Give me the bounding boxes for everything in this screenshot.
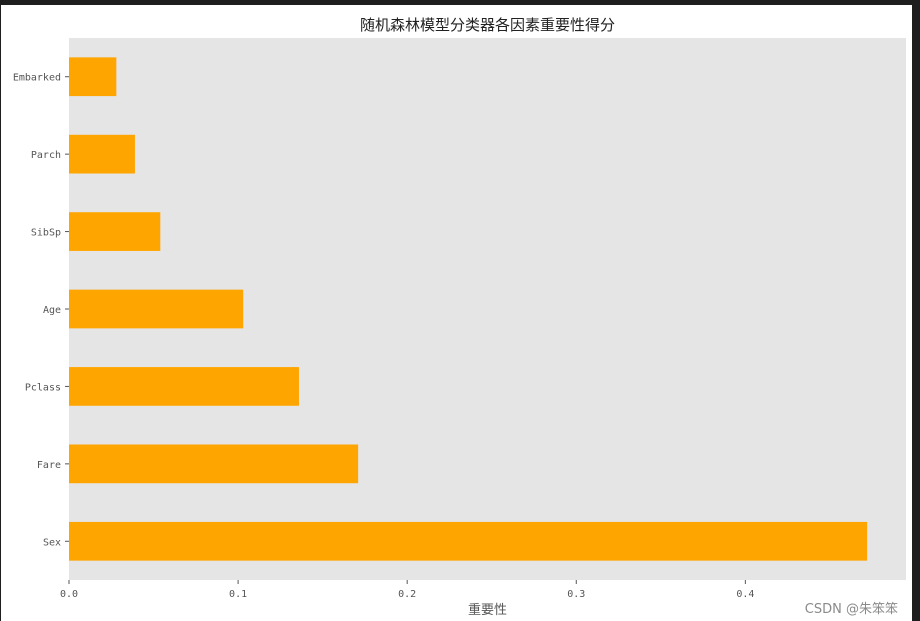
x-tick-label: 0.2 [398, 589, 416, 600]
y-tick-label: Pclass [25, 382, 61, 393]
y-tick-label: Fare [37, 460, 61, 471]
bar-sibsp [69, 212, 161, 251]
watermark: CSDN @朱笨笨 [804, 602, 898, 617]
x-tick-label: 0.0 [60, 589, 78, 600]
bar-sex [69, 521, 868, 561]
y-tick-label: Parch [31, 150, 61, 161]
bar-embarked [69, 57, 117, 97]
bar-age [69, 289, 244, 329]
bar-pclass [69, 367, 299, 406]
y-tick-label: Age [43, 305, 61, 316]
y-tick-label: Sex [43, 537, 61, 548]
x-tick-label: 0.4 [736, 589, 754, 600]
x-axis-label: 重要性 [468, 602, 507, 618]
y-tick-label: Embarked [13, 73, 61, 84]
y-tick-label: SibSp [31, 228, 61, 239]
bar-chart: 随机森林模型分类器各因素重要性得分 Embarked Parch SibSp Age Pc… [13, 16, 906, 618]
x-tick-label: 0.1 [229, 589, 247, 600]
bar-fare [69, 444, 359, 484]
chart-frame: 随机森林模型分类器各因素重要性得分 Embarked Parch SibSp Age Pc… [1, 5, 912, 621]
chart-title: 随机森林模型分类器各因素重要性得分 [360, 16, 615, 34]
x-tick-label: 0.3 [567, 589, 585, 600]
bar-parch [69, 134, 135, 174]
